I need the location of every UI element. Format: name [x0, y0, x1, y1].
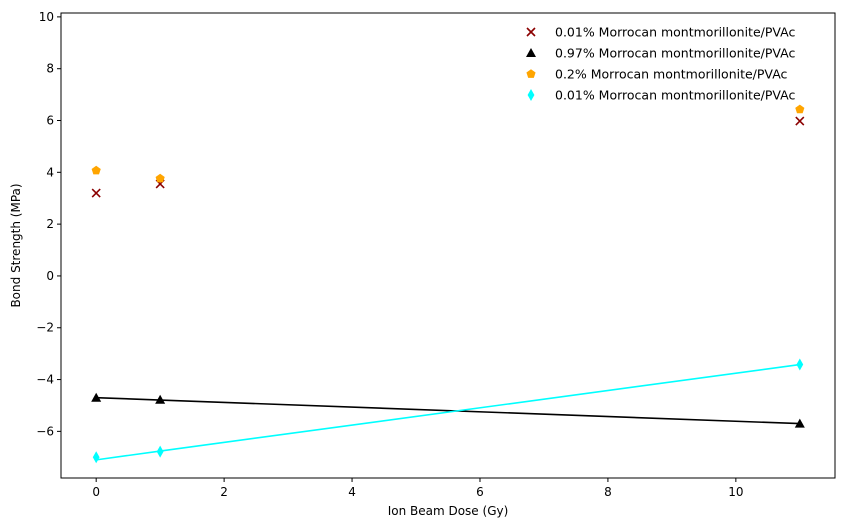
fit-lines: [96, 363, 800, 461]
x-axis-label: Ion Beam Dose (Gy): [388, 504, 509, 518]
legend-label-4: 0.01% Morrocan montmorillonite/PVAc: [555, 88, 795, 103]
y-tick-label: 6: [46, 114, 54, 128]
y-tick-label: 2: [46, 217, 54, 231]
y-tick-label: 10: [39, 10, 54, 24]
legend-marker-2: [526, 48, 536, 57]
x-tick-label: 6: [476, 485, 484, 499]
x-tick-label: 2: [220, 485, 228, 499]
legend-marker-4: [527, 89, 535, 101]
legend-label-1: 0.01% Morrocan montmorillonite/PVAc: [555, 25, 795, 40]
series-2-point: [91, 392, 102, 402]
x-tick-label: 4: [348, 485, 356, 499]
x-tick-label: 0: [92, 485, 100, 499]
legend-label-3: 0.2% Morrocan montmorillonite/PVAc: [555, 67, 788, 82]
y-axis-label: Bond Strength (MPa): [9, 183, 23, 307]
series-2-point: [155, 394, 166, 404]
series-4-point: [92, 451, 100, 464]
y-tick-label: −6: [36, 424, 54, 438]
legend-marker-1: [526, 27, 536, 37]
x-axis-ticks: 0 2 4 6 8 10: [92, 478, 743, 499]
series-4-point: [796, 358, 804, 371]
series-1-point: [795, 116, 805, 126]
series-1-point: [91, 188, 101, 198]
x-tick-label: 10: [728, 485, 743, 499]
series-3-point: [795, 104, 805, 114]
series-3-point: [91, 165, 101, 175]
y-tick-label: 4: [46, 165, 54, 179]
series-4-point: [156, 445, 164, 458]
y-tick-label: −2: [36, 321, 54, 335]
series-2-fit-line: [96, 396, 800, 425]
y-tick-label: −4: [36, 373, 54, 387]
x-tick-label: 8: [604, 485, 612, 499]
y-axis-ticks: −6 −4 −2 0 2 4 6 8 10: [36, 10, 61, 438]
legend: 0.01% Morrocan montmorillonite/PVAc 0.97%…: [526, 25, 795, 103]
series-4-fit-line: [96, 363, 800, 461]
series-3-point: [155, 173, 165, 183]
plot-area-frame: [60, 12, 836, 479]
series-2-point: [794, 418, 805, 428]
y-tick-label: 0: [46, 269, 54, 283]
data-markers: [91, 104, 805, 464]
y-tick-label: 8: [46, 62, 54, 76]
legend-marker-3: [526, 69, 536, 78]
legend-label-2: 0.97% Morrocan montmorillonite/PVAc: [555, 46, 795, 61]
